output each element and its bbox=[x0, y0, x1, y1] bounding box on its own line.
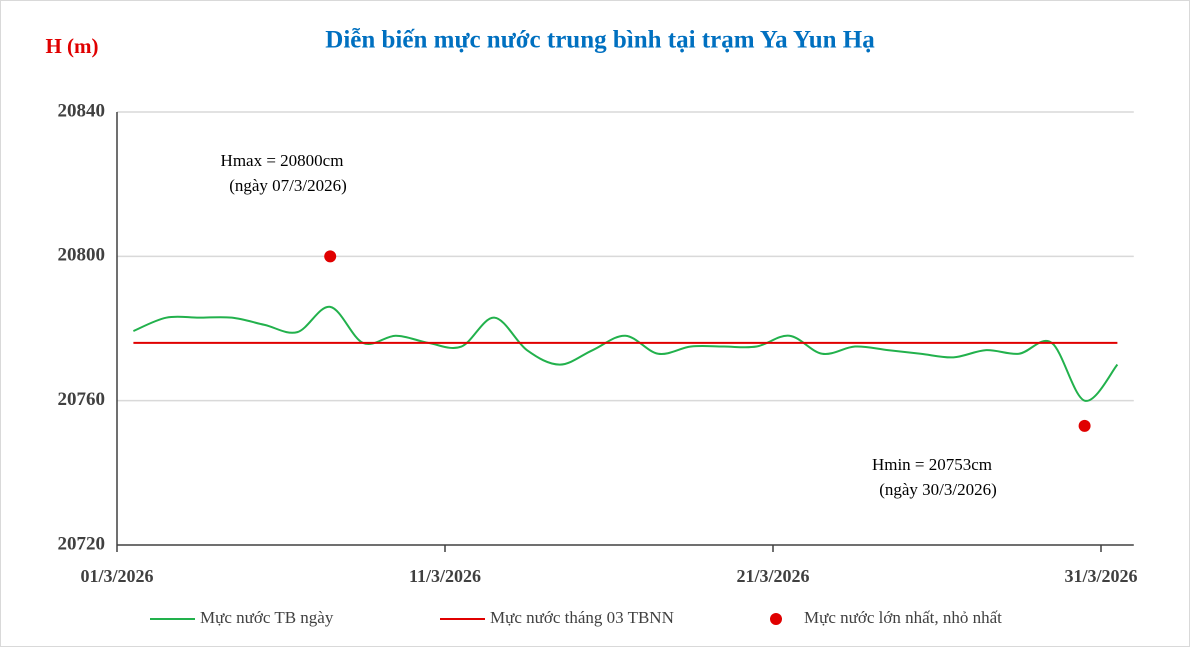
annotation: Hmin = 20753cm bbox=[872, 455, 992, 474]
x-tick-label: 01/3/2026 bbox=[80, 566, 153, 586]
annotation: (ngày 07/3/2026) bbox=[229, 176, 347, 195]
extreme-point bbox=[324, 250, 337, 263]
y-tick-label: 20800 bbox=[58, 245, 106, 266]
legend-label: Mực nước lớn nhất, nhỏ nhất bbox=[804, 608, 1002, 627]
extreme-point bbox=[1078, 419, 1091, 432]
y-tick-label: 20720 bbox=[58, 533, 106, 554]
legend-swatch bbox=[770, 613, 782, 625]
annotation: Hmax = 20800cm bbox=[221, 151, 344, 170]
series-line bbox=[133, 305, 1119, 402]
legend-label: Mực nước tháng 03 TBNN bbox=[490, 608, 674, 627]
x-tick-label: 11/3/2026 bbox=[409, 566, 481, 586]
y-axis-label: H (m) bbox=[45, 34, 98, 58]
y-tick-label: 20840 bbox=[58, 100, 106, 121]
y-tick-label: 20760 bbox=[58, 389, 106, 410]
chart-title: Diễn biến mực nước trung bình tại trạm Y… bbox=[325, 27, 875, 54]
annotation: (ngày 30/3/2026) bbox=[879, 480, 997, 499]
legend-label: Mực nước TB ngày bbox=[200, 608, 334, 627]
x-tick-label: 21/3/2026 bbox=[736, 566, 809, 586]
x-tick-label: 31/3/2026 bbox=[1064, 566, 1137, 586]
